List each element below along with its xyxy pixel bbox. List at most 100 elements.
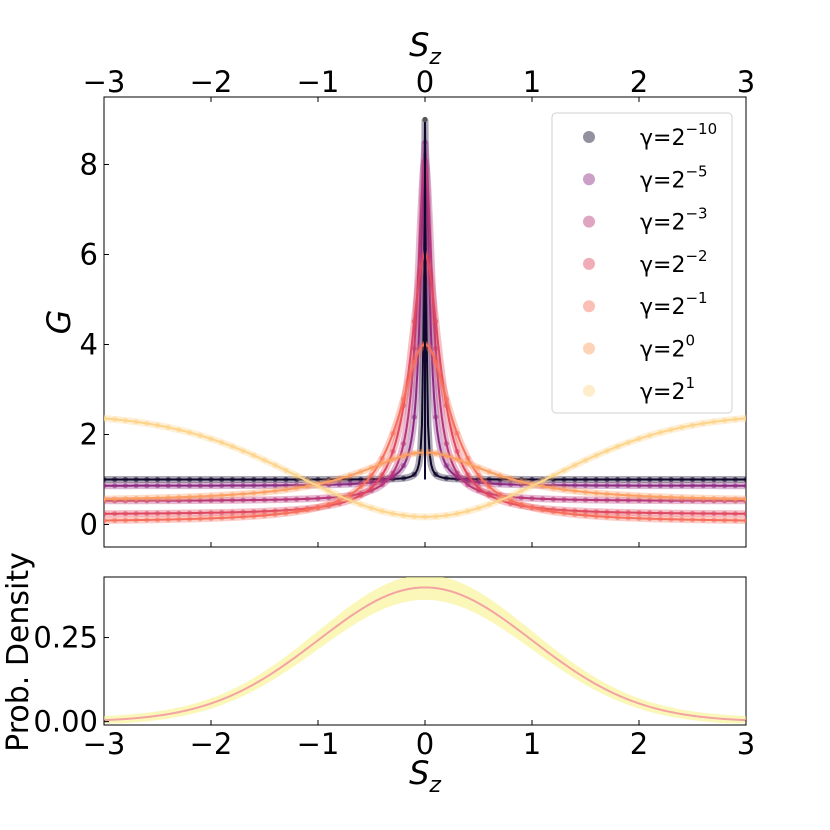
- series-point: [572, 482, 578, 488]
- series-point: [283, 510, 289, 516]
- series-point: [711, 495, 717, 502]
- series-point: [133, 510, 139, 517]
- series-point: [208, 510, 214, 516]
- series-point: [561, 487, 567, 493]
- series-point: [187, 516, 193, 522]
- series-point: [711, 510, 717, 517]
- legend-box: [551, 112, 733, 414]
- series-point: [379, 460, 385, 467]
- series-point: [529, 495, 535, 501]
- series-point: [411, 345, 417, 352]
- series-point: [261, 476, 268, 483]
- series-point: [208, 436, 214, 442]
- series-point: [604, 509, 610, 515]
- y-tick-label: 0: [80, 508, 98, 542]
- series-point: [379, 477, 385, 484]
- series-point: [176, 510, 182, 516]
- series-point: [304, 483, 310, 489]
- series-point: [272, 508, 278, 514]
- series-point: [229, 492, 235, 498]
- series-point: [743, 517, 746, 524]
- series-point: [240, 491, 246, 497]
- top-x-tick-label: 2: [630, 65, 648, 99]
- series-point: [336, 481, 342, 488]
- series-point: [529, 476, 535, 483]
- series-point: [443, 512, 449, 518]
- series-point: [465, 477, 471, 484]
- series-point: [197, 476, 203, 483]
- series-point: [465, 455, 471, 461]
- series-point: [368, 505, 375, 511]
- series-point: [294, 476, 300, 483]
- series-point: [283, 482, 289, 488]
- legend: γ=2−10γ=2−5γ=2−3γ=2−2γ=2−1γ=20γ=21: [551, 112, 733, 414]
- series-point: [582, 512, 589, 519]
- series-point: [251, 513, 257, 519]
- series-point: [625, 476, 631, 483]
- series-point: [219, 439, 225, 446]
- series-point: [561, 476, 567, 483]
- x-tick-label: 1: [523, 727, 541, 761]
- series-point: [326, 479, 332, 485]
- series-point: [679, 510, 685, 516]
- series-point: [197, 432, 203, 439]
- series-point: [518, 495, 524, 501]
- series-point: [593, 513, 599, 519]
- series-point: [657, 476, 664, 483]
- series-point: [572, 476, 578, 483]
- series-point: [122, 483, 128, 489]
- series-point: [615, 514, 621, 521]
- series-point: [144, 510, 150, 517]
- series-point: [229, 476, 235, 483]
- series-point: [550, 485, 557, 491]
- series-point: [732, 483, 738, 489]
- series-point: [636, 436, 642, 442]
- series-point: [732, 511, 738, 517]
- series-point: [475, 505, 482, 511]
- series-point: [326, 488, 332, 494]
- series-point: [104, 476, 107, 483]
- series-point: [743, 496, 746, 502]
- series-point: [615, 509, 621, 515]
- series-point: [229, 509, 235, 515]
- series-point: [165, 494, 171, 501]
- density-ticks: −3 −2 −1 0 1 2 3 0.00 0.25: [33, 621, 755, 761]
- series-point: [187, 510, 193, 516]
- series-point: [657, 516, 664, 522]
- series-point: [368, 479, 375, 485]
- density-line: [104, 586, 746, 722]
- series-point: [229, 443, 235, 450]
- series-point: [550, 476, 557, 483]
- series-point: [187, 483, 193, 489]
- series-point: [711, 483, 717, 489]
- main-curves: [104, 116, 746, 524]
- series-point: [625, 492, 631, 498]
- top-x-tick-label: 0: [416, 65, 434, 99]
- series-point: [711, 476, 717, 483]
- series-point: [208, 482, 214, 489]
- series-point: [679, 476, 685, 483]
- series-point: [700, 483, 706, 489]
- series-point: [336, 476, 342, 482]
- series-point: [625, 497, 631, 503]
- series-point: [176, 494, 182, 500]
- series-point: [475, 479, 482, 485]
- series-point: [154, 476, 161, 483]
- series-point: [294, 485, 300, 491]
- series-point: [561, 467, 567, 473]
- series-point: [679, 494, 685, 501]
- main-ticks: −3 −2 −1 0 1 2 3 0 2 4 6 8: [80, 65, 755, 547]
- series-point: [165, 483, 171, 489]
- series-point: [443, 396, 449, 402]
- series-point: [240, 476, 246, 483]
- series-point: [433, 359, 439, 365]
- series-point: [176, 427, 182, 433]
- series-point: [283, 476, 289, 483]
- series-point: [540, 483, 546, 489]
- legend-marker: [583, 300, 595, 313]
- series-point: [251, 452, 257, 458]
- series-point: [390, 470, 396, 476]
- series-point: [529, 504, 535, 511]
- series-point: [358, 492, 364, 498]
